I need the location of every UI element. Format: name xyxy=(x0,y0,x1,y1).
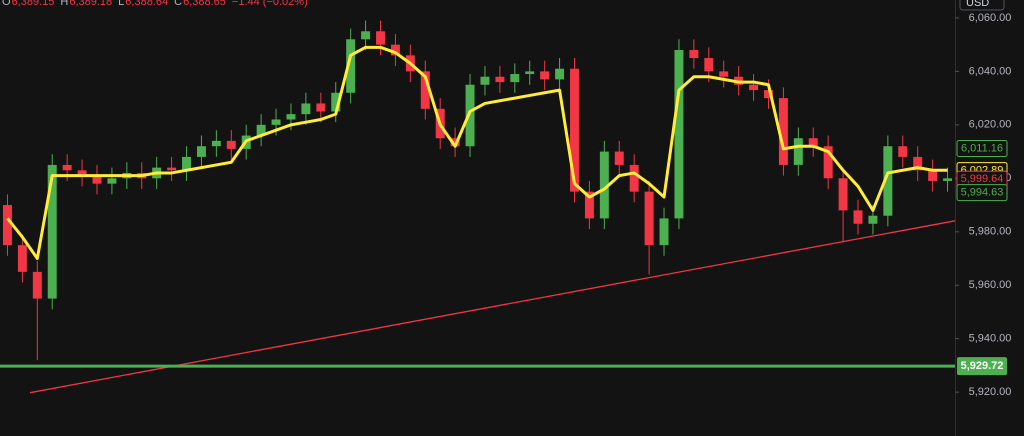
candle-body xyxy=(868,215,878,224)
candle-body xyxy=(301,103,311,115)
price-label: 5,994.63 xyxy=(961,187,1004,199)
y-tick-label: 6,040.00 xyxy=(969,65,1012,77)
candle-body xyxy=(107,178,117,184)
header-key: H xyxy=(60,0,68,8)
currency-box xyxy=(959,0,1005,11)
candle-body xyxy=(286,114,296,120)
candle-body xyxy=(838,178,848,211)
candle-body xyxy=(92,175,102,184)
candle-body xyxy=(316,103,326,112)
candle-body xyxy=(674,49,684,219)
vwap-line xyxy=(6,45,948,260)
candle-body xyxy=(256,124,266,136)
y-tick-label: 5,980.00 xyxy=(969,226,1012,238)
candle-body xyxy=(211,140,221,147)
trend-line xyxy=(29,220,956,394)
candle-body xyxy=(465,84,475,147)
candle-body xyxy=(689,49,699,59)
candle-body xyxy=(480,76,490,85)
price-label-box xyxy=(956,184,1008,202)
candle-body xyxy=(271,119,281,125)
candle-body xyxy=(584,191,594,219)
candle-body xyxy=(32,271,42,299)
candle-body xyxy=(928,170,938,181)
header-key: O xyxy=(2,0,11,8)
price-label: 5,999.64 xyxy=(961,173,1004,185)
candle-body xyxy=(361,31,371,40)
candle-body xyxy=(17,245,27,272)
y-tick-label: 5,960.00 xyxy=(969,279,1012,291)
candle-body xyxy=(599,151,609,219)
candle-body xyxy=(570,68,579,192)
header-value: 6,388.64 xyxy=(125,0,168,8)
candle-body xyxy=(898,146,908,157)
candle-body xyxy=(853,210,863,224)
candle-body xyxy=(659,218,669,246)
candle-body xyxy=(390,44,400,56)
header-value: 6,389.15 xyxy=(12,0,55,8)
y-tick-label: 6,060.00 xyxy=(969,12,1012,24)
y-tick-label: 5,920.00 xyxy=(969,386,1012,398)
y-tick-label: 5,940.00 xyxy=(969,333,1012,345)
candle-body xyxy=(823,146,833,179)
y-tick-label: 6,020.00 xyxy=(969,119,1012,131)
candle-body xyxy=(555,68,565,80)
candle-body xyxy=(943,178,953,181)
header-value: 6,388.65 xyxy=(183,0,226,8)
price-label: 5,929.72 xyxy=(961,360,1004,372)
price-label-box xyxy=(957,357,1007,376)
candle-body xyxy=(629,164,639,192)
candle-body xyxy=(167,167,177,171)
candle-body xyxy=(226,140,236,149)
candle-body xyxy=(719,71,729,77)
header-value: 6,389.18 xyxy=(69,0,112,8)
candle-body xyxy=(62,164,72,171)
candle-body xyxy=(540,71,550,80)
price-label: 6,011.16 xyxy=(961,142,1003,154)
candle-body xyxy=(704,58,714,72)
candle-body xyxy=(525,71,535,75)
candle-body xyxy=(793,138,803,165)
currency[interactable]: USD xyxy=(966,0,989,9)
candle-body xyxy=(764,90,773,99)
candle-body xyxy=(331,92,341,112)
candle-body xyxy=(346,39,356,93)
candle-body xyxy=(808,138,818,147)
candle-body xyxy=(450,138,460,147)
header-value: −1.44 (−0.02%) xyxy=(232,0,308,8)
candle-body xyxy=(614,151,624,165)
header-key: L xyxy=(118,0,124,8)
candle-body xyxy=(749,84,759,91)
candle-body xyxy=(2,205,12,246)
candle-body xyxy=(495,76,505,83)
candle-body xyxy=(913,156,923,171)
candle-body xyxy=(376,31,385,45)
candle-body xyxy=(77,170,87,176)
price-label-box xyxy=(956,139,1008,157)
header-key: C xyxy=(174,0,182,8)
candle-body xyxy=(778,98,788,165)
candle-body xyxy=(182,156,191,171)
candle-body xyxy=(644,191,654,246)
candle-body xyxy=(420,71,430,109)
candle-body xyxy=(510,74,520,83)
candle-body xyxy=(883,146,893,216)
candle-body xyxy=(47,164,57,299)
candle-body xyxy=(196,146,206,157)
